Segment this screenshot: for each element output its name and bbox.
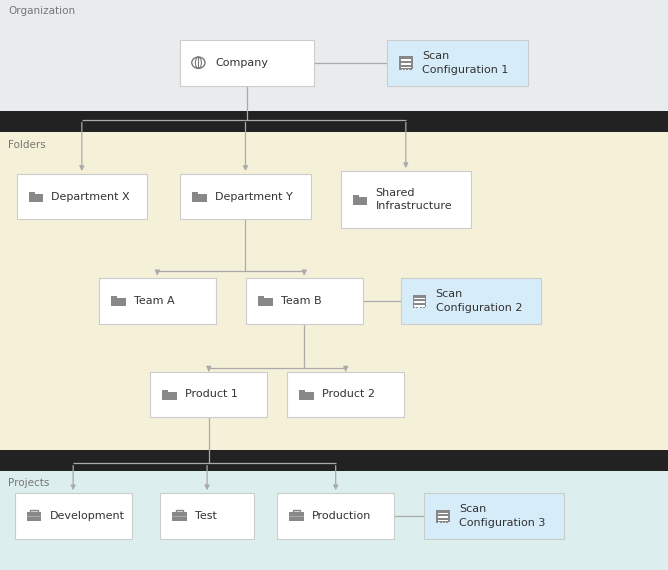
Bar [440,522,442,523]
Bar [423,307,425,308]
Text: Product 2: Product 2 [322,389,375,400]
Text: Projects: Projects [8,478,49,488]
Text: Organization: Organization [8,6,75,16]
Bar [258,298,273,306]
FancyBboxPatch shape [287,372,404,417]
Bar [293,510,300,512]
Text: Configuration 1: Configuration 1 [422,64,508,75]
Bar [162,389,168,392]
Bar [29,194,43,202]
Bar [0,471,668,570]
Bar [443,522,445,523]
Bar [27,516,41,517]
Bar [176,510,183,512]
FancyBboxPatch shape [341,171,471,228]
Bar [438,520,448,522]
Bar [258,296,264,298]
Text: Scan: Scan [422,51,450,61]
Bar [438,512,448,514]
Bar [111,298,126,306]
Bar [401,67,411,68]
Bar [446,522,448,523]
FancyBboxPatch shape [277,493,394,539]
Bar [192,194,207,202]
Bar [399,56,413,69]
Text: Team A: Team A [134,296,174,306]
Bar [414,306,425,307]
Bar [0,450,668,471]
FancyBboxPatch shape [150,372,267,417]
Bar [413,295,426,307]
Bar [162,392,177,400]
FancyBboxPatch shape [15,493,132,539]
Bar [0,132,668,450]
Bar [406,69,408,70]
FancyBboxPatch shape [160,493,254,539]
FancyBboxPatch shape [180,174,311,219]
Bar [172,516,187,517]
Text: Test: Test [195,511,217,521]
Bar [289,516,304,517]
Text: Configuration 2: Configuration 2 [436,303,522,313]
Bar [299,392,314,400]
Bar [299,389,305,392]
Bar [172,512,187,521]
Text: Shared: Shared [375,188,415,198]
FancyBboxPatch shape [246,278,363,324]
Bar [289,512,304,521]
Bar [414,302,425,303]
FancyBboxPatch shape [401,278,541,324]
FancyBboxPatch shape [180,40,314,86]
Text: Folders: Folders [8,140,46,150]
Text: Department X: Department X [51,192,130,202]
FancyBboxPatch shape [424,493,564,539]
FancyBboxPatch shape [17,174,147,219]
Bar [353,197,367,205]
Text: Configuration 3: Configuration 3 [459,518,545,528]
Text: Company: Company [215,58,268,68]
Bar [438,516,448,518]
Text: Product 1: Product 1 [185,389,238,400]
Bar [416,307,418,308]
Bar [27,512,41,521]
FancyBboxPatch shape [99,278,216,324]
Text: Scan: Scan [436,289,463,299]
Text: Department Y: Department Y [215,192,293,202]
Bar [403,69,405,70]
Bar [0,111,668,132]
Bar [413,307,415,308]
Text: Scan: Scan [459,504,486,514]
Text: Infrastructure: Infrastructure [375,201,452,211]
Text: Team B: Team B [281,296,321,306]
Bar [192,192,198,194]
Bar [353,194,359,197]
Bar [29,192,35,194]
Text: Production: Production [312,511,371,521]
Bar [111,296,117,298]
Bar [399,69,401,70]
Bar [409,69,411,70]
Bar [436,522,438,523]
Bar [436,510,450,522]
Bar [0,0,668,111]
Bar [420,307,422,308]
Bar [31,510,37,512]
Text: Development: Development [49,511,124,521]
Bar [401,59,411,61]
Bar [401,63,411,64]
FancyBboxPatch shape [387,40,528,86]
Bar [414,298,425,299]
